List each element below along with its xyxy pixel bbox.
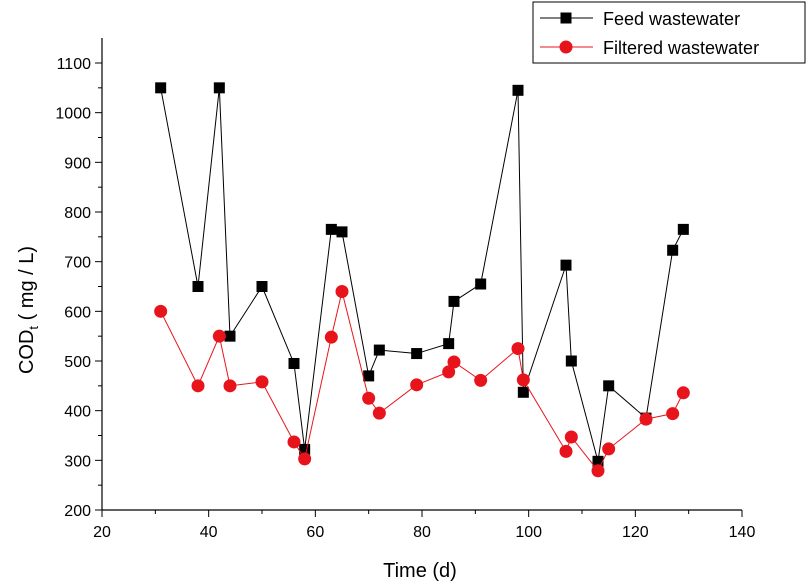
data-point: [155, 82, 167, 94]
data-point: [191, 379, 205, 393]
data-point: [592, 455, 604, 467]
data-point: [373, 344, 385, 356]
y-axis-title-main: COD: [16, 330, 38, 374]
data-point: [372, 406, 386, 420]
legend-marker-feed: [560, 12, 572, 24]
data-point: [362, 391, 376, 405]
y-axis-title-subscript: t: [26, 326, 41, 330]
data-point: [213, 82, 225, 94]
x-tick-label: 80: [413, 524, 431, 541]
data-point: [299, 443, 311, 455]
series-filtered: [154, 284, 690, 478]
x-tick-label: 100: [515, 524, 542, 541]
y-axis-title-unit: ( mg / L): [16, 246, 38, 326]
data-point: [448, 295, 460, 307]
data-point: [475, 278, 487, 290]
data-point: [288, 357, 300, 369]
data-point: [325, 223, 337, 235]
data-point: [255, 375, 269, 389]
x-axis-title: Time (d): [383, 560, 457, 582]
data-point: [676, 386, 690, 400]
y-tick-label: 200: [64, 503, 91, 520]
y-tick-label: 700: [64, 255, 91, 272]
data-point: [410, 378, 424, 392]
ticks: 20 40 60 80 100 120 140 200 300 400 500 600 700 800 90…: [55, 56, 755, 541]
legend-label-feed: Feed wastewater: [603, 9, 740, 29]
y-tick-label: 400: [64, 404, 91, 421]
y-tick-label: 900: [64, 155, 91, 172]
data-point: [591, 464, 605, 478]
data-point: [411, 348, 423, 360]
x-tick-label: 140: [729, 524, 756, 541]
data-point: [154, 304, 168, 318]
data-point: [564, 430, 578, 444]
series-feed: [155, 82, 689, 467]
data-point: [511, 342, 525, 356]
data-point: [256, 281, 268, 292]
data-point: [565, 355, 577, 367]
y-tick-label: 1100: [57, 56, 92, 73]
y-tick-label: 600: [64, 304, 91, 321]
data-point: [516, 373, 530, 387]
data-point: [512, 84, 524, 96]
y-tick-label: 500: [64, 354, 91, 371]
data-point: [287, 435, 301, 449]
data-point: [474, 373, 488, 387]
data-point: [442, 365, 456, 379]
data-point: [603, 380, 615, 392]
y-tick-label: 1000: [55, 106, 91, 123]
x-tick-label: 120: [622, 524, 649, 541]
data-point: [223, 379, 237, 393]
x-tick-label: 20: [93, 524, 111, 541]
data-point: [666, 407, 680, 421]
y-tick-label: 800: [64, 205, 91, 222]
data-point: [192, 281, 204, 292]
data-point: [602, 442, 616, 456]
data-point: [677, 223, 689, 235]
legend-box: [532, 1, 806, 64]
y-axis-title: CODt ( mg / L): [16, 246, 41, 374]
data-point: [667, 244, 679, 256]
data-point: [517, 386, 529, 398]
y-tick-label: 300: [64, 453, 91, 470]
data-point: [212, 329, 226, 343]
x-tick-label: 60: [306, 524, 324, 541]
data-point: [443, 338, 455, 350]
data-point: [224, 330, 236, 342]
series-line: [160, 87, 684, 462]
data-point: [560, 259, 572, 271]
data-point: [324, 330, 338, 344]
legend-marker-filtered: [559, 40, 573, 54]
data-point: [559, 444, 573, 458]
axes: [101, 38, 742, 511]
data-point: [447, 355, 461, 369]
x-tick-label: 40: [200, 524, 218, 541]
legend-label-filtered: Filtered wastewater: [603, 38, 759, 58]
data-point: [363, 370, 375, 382]
data-point: [298, 452, 312, 466]
series-layer: [154, 82, 690, 478]
data-point: [335, 284, 349, 298]
data-point: [336, 226, 348, 238]
legend: Feed wastewater Filtered wastewater: [532, 1, 806, 64]
data-point: [639, 412, 653, 426]
